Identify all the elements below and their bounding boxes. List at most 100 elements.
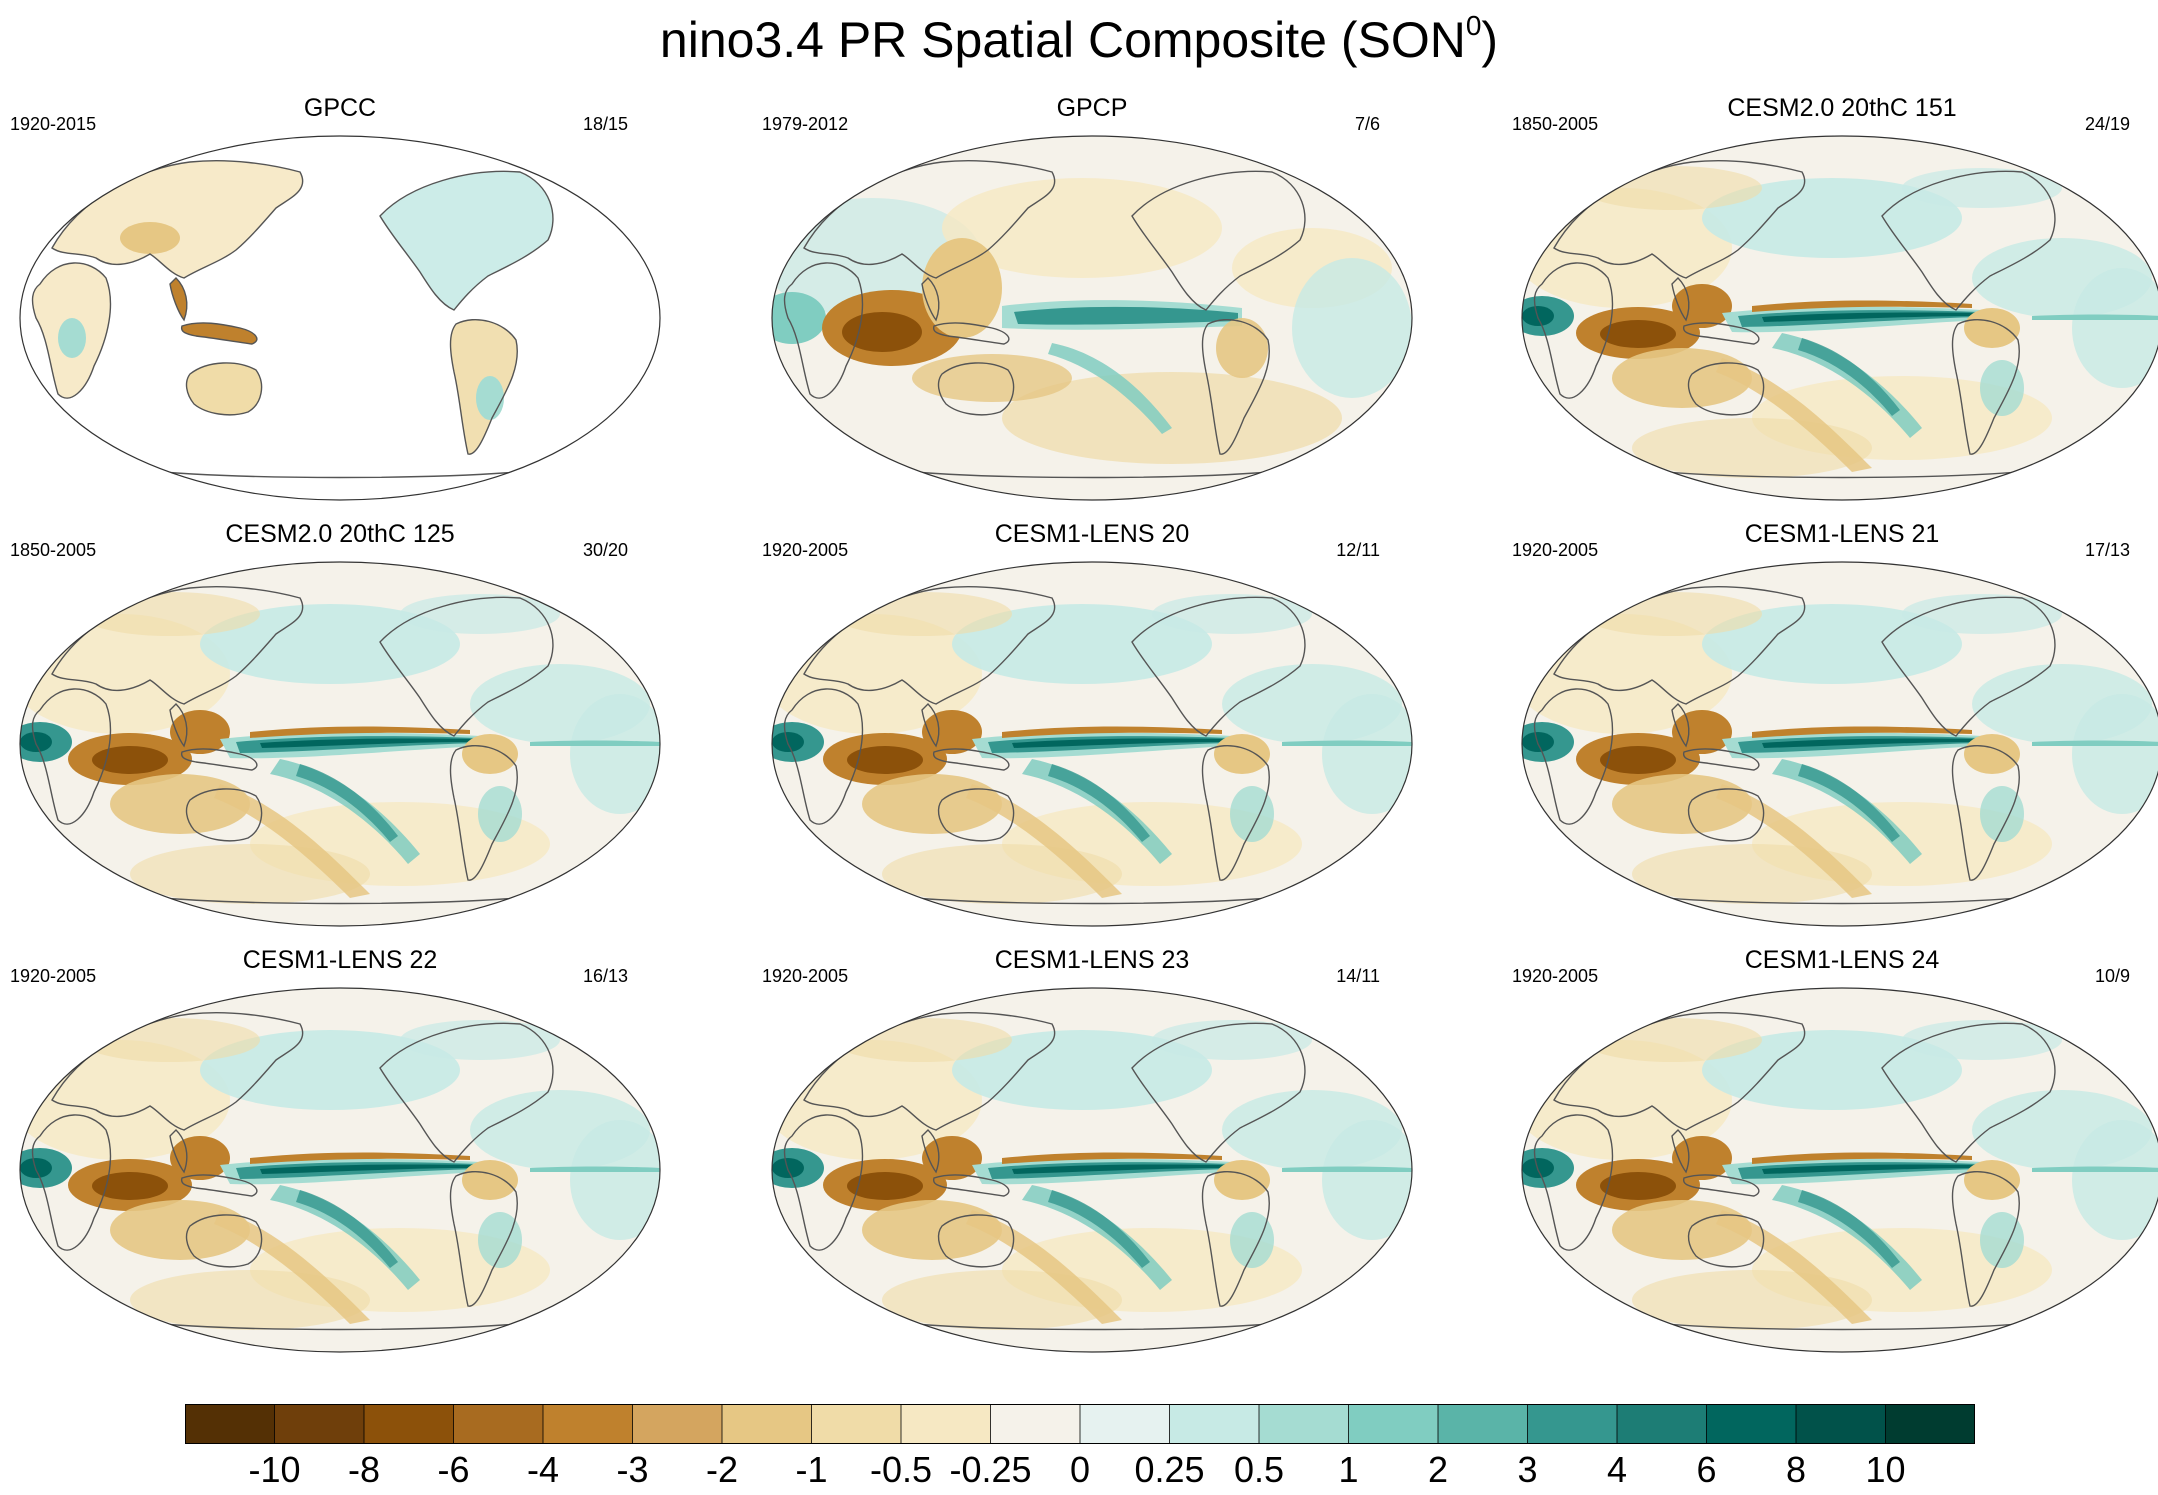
map-border [1521,135,2158,501]
panel-title: CESM1-LENS 24 [1744,946,1940,974]
coastlines [1533,1005,2123,1331]
colorbar-swatch [185,1404,275,1444]
colorbar-tick-label: -8 [347,1449,381,1490]
panel-event-count: 16/13 [582,966,628,986]
map-border [19,561,661,927]
panel-title: CESM1-LENS 23 [994,946,1190,974]
world-map [1521,987,2158,1353]
panel-title: CESM1-LENS 22 [242,946,438,974]
coastlines [31,579,621,905]
colorbar-swatch [901,1404,991,1444]
colorbar-tick-label: 6 [1696,1449,1717,1490]
panel-event-count: 14/11 [1336,966,1380,986]
colorbar-swatch [632,1404,723,1444]
map-panel: CESM1-LENS 22 1920-2005 16/13 [0,944,680,1364]
colorbar-labels: -10 -8 -6 -4 -3 -2 -1 -0.5 -0.25 0 0.25 0.5 1 2 3 4 6 8 10 [0,1450,2158,1490]
map-border [771,987,1413,1353]
world-map [19,135,661,501]
world-map [771,561,1413,927]
colorbar-tick-label: -4 [526,1449,560,1490]
world-map [1521,135,2158,501]
panel-period: 1920-2015 [10,114,97,134]
colorbar-tick-label: 4 [1606,1449,1628,1490]
map-panel: CESM2.0 20thC 151 1850-2005 24/19 [1502,92,2158,512]
colorbar-tick-label: 8 [1785,1449,1807,1490]
colorbar-tick-label: -0.25 [949,1449,1032,1490]
panel-event-count: 18/15 [582,114,628,134]
colorbar-tick-label: 2 [1427,1449,1449,1490]
colorbar-swatch [543,1404,633,1444]
colorbar-swatch [274,1404,365,1444]
map-panel: CESM1-LENS 21 1920-2005 17/13 [1502,518,2158,938]
panel-period: 1850-2005 [10,540,97,560]
colorbar-swatch [1527,1404,1618,1444]
map-panel: CESM1-LENS 24 1920-2005 10/9 [1502,944,2158,1364]
panel-title: GPCP [1056,94,1128,122]
colorbar-tick-label: -1 [795,1449,828,1490]
colorbar-tick-label: -6 [437,1449,470,1490]
colorbar-swatch [453,1404,544,1444]
map-panel: CESM1-LENS 23 1920-2005 14/11 [752,944,1432,1364]
panel-period: 1920-2005 [762,540,849,560]
map-border [19,987,661,1353]
map-panel: GPCC 1920-2015 18/15 [0,92,680,512]
precip-anomaly-field [20,1018,660,1330]
panel-period: 1920-2005 [1512,540,1599,560]
panel-title: CESM2.0 20thC 125 [225,520,455,548]
colorbar [185,1404,1975,1444]
panel-event-count: 17/13 [2084,540,2130,560]
colorbar-tick-label: 0 [1069,1449,1091,1490]
colorbar-swatch [722,1404,812,1444]
colorbar-swatch [1080,1404,1170,1444]
colorbar-swatch [811,1404,902,1444]
colorbar-swatch [1259,1404,1349,1444]
coastlines [783,1005,1373,1331]
panel-event-count: 30/20 [582,540,628,560]
world-map [19,561,661,927]
colorbar-swatch [1438,1404,1528,1444]
panel-period: 1920-2005 [10,966,97,986]
colorbar-swatch [1617,1404,1707,1444]
panel-title: GPCC [303,94,377,122]
figure-title-superscript: 0 [1465,10,1482,41]
figure-title-close: ) [1481,12,1499,68]
colorbar-tick-label: -10 [248,1449,301,1490]
colorbar-swatch [1885,1404,1975,1444]
panel-period: 1979-2012 [762,114,849,134]
colorbar-tick-label: -0.5 [869,1449,933,1490]
world-map [771,135,1413,501]
map-border [771,135,1413,501]
colorbar-swatch [1169,1404,1260,1444]
colorbar-tick-label: 1 [1338,1449,1359,1490]
map-border [1521,987,2158,1353]
panel-title: CESM1-LENS 20 [994,520,1190,548]
precip-anomaly-field [772,178,1412,464]
map-border [771,561,1413,927]
panel-title: CESM1-LENS 21 [1744,520,1940,548]
colorbar-tick-label: 3 [1517,1449,1538,1490]
panel-title: CESM2.0 20thC 151 [1727,94,1957,122]
coastlines [783,579,1373,905]
panel-period: 1920-2005 [1512,966,1599,986]
colorbar-tick-label: -2 [705,1449,739,1490]
colorbar-swatch [990,1404,1081,1444]
colorbar-swatch [364,1404,454,1444]
map-border [19,135,661,501]
colorbar-tick-label: -3 [616,1449,649,1490]
panel-event-count: 24/19 [2084,114,2130,134]
panel-event-count: 10/9 [2094,966,2130,986]
world-map [771,987,1413,1353]
colorbar-tick-label: 0.25 [1134,1449,1205,1490]
figure-title-text: nino3.4 PR Spatial Composite (SON [659,12,1466,68]
panel-period: 1920-2005 [762,966,849,986]
coastlines [783,153,1373,479]
colorbar-swatch [1706,1404,1797,1444]
figure-title: nino3.4 PR Spatial Composite (SON0) [0,8,2158,72]
colorbar-tick-label: 10 [1865,1449,1906,1490]
precip-anomaly-field [772,592,1412,904]
map-panel: CESM1-LENS 20 1920-2005 12/11 [752,518,1432,938]
panel-period: 1850-2005 [1512,114,1599,134]
world-map [1521,561,2158,927]
colorbar-swatch [1796,1404,1886,1444]
map-border [1521,561,2158,927]
